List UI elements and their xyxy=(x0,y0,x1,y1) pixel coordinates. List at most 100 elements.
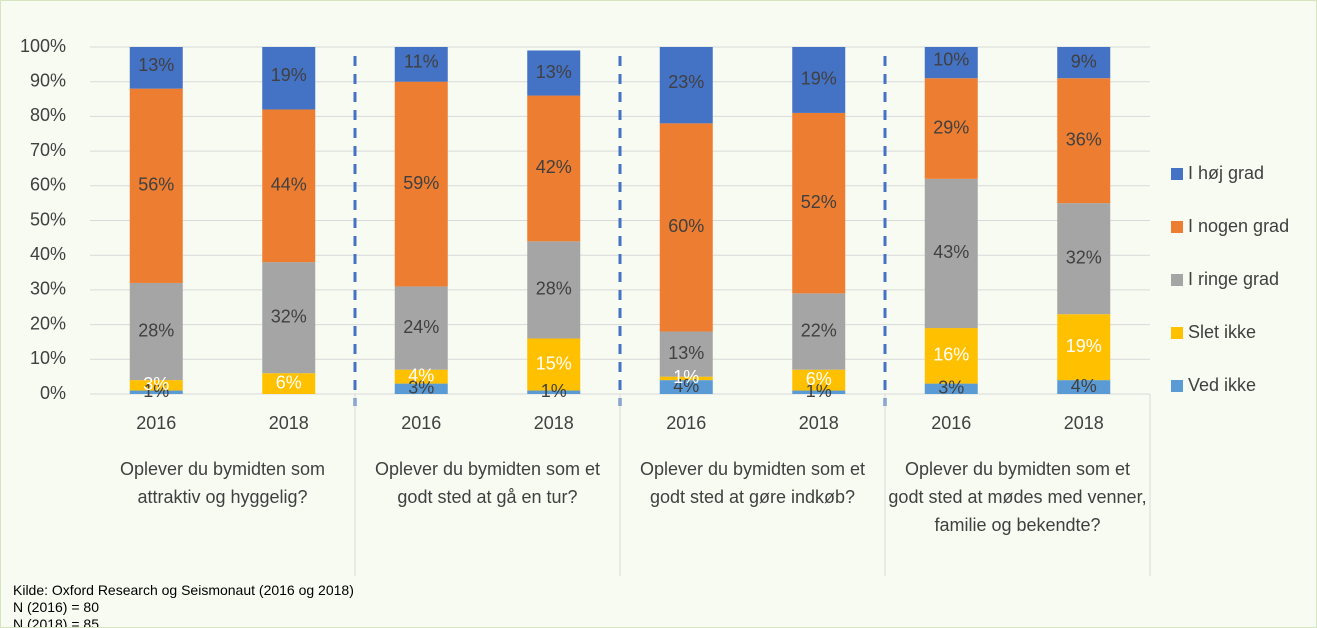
x-tick-label: 2016 xyxy=(666,413,706,433)
bar-segment xyxy=(1057,78,1111,204)
y-tick-label: 40% xyxy=(30,244,66,264)
bar-segment xyxy=(792,47,846,113)
bar-segment xyxy=(659,47,713,124)
data-label: 13% xyxy=(138,55,174,75)
x-tick-label: 2018 xyxy=(269,413,309,433)
bar-segment xyxy=(129,390,183,394)
bar-segment xyxy=(924,47,978,79)
data-label: 22% xyxy=(801,320,837,340)
data-label: 32% xyxy=(1066,247,1102,267)
data-label: 19% xyxy=(801,69,837,89)
data-label: 16% xyxy=(933,345,969,365)
group-label: Oplever du bymidten som et godt sted at … xyxy=(888,459,1147,535)
data-label: 6% xyxy=(276,372,302,392)
group-label: Oplever du bymidten som attraktiv og hyg… xyxy=(119,459,326,507)
data-label: 36% xyxy=(1066,129,1102,149)
bar-segment xyxy=(129,47,183,89)
bar-segment xyxy=(394,369,448,384)
footnote: N (2018) = 85 xyxy=(13,616,99,628)
bar-segment xyxy=(394,47,448,82)
group-label: Oplever du bymidten som et godt sted at … xyxy=(639,459,866,507)
bar-segment xyxy=(1057,314,1111,381)
bar-segment xyxy=(527,390,581,394)
data-label: 19% xyxy=(1066,336,1102,356)
bar-segment xyxy=(394,286,448,370)
data-label: 1% xyxy=(541,381,567,401)
bar-segment xyxy=(527,338,581,391)
bar-segment xyxy=(394,81,448,287)
data-label: 4% xyxy=(1071,376,1097,396)
legend-label: I ringe grad xyxy=(1188,269,1279,289)
bar-segment xyxy=(659,376,713,381)
y-tick-label: 90% xyxy=(30,70,66,90)
data-label: 19% xyxy=(271,65,307,85)
data-label: 9% xyxy=(1071,51,1097,71)
data-label: 3% xyxy=(408,378,434,398)
legend-swatch xyxy=(1171,274,1183,286)
y-tick-label: 100% xyxy=(20,36,66,56)
bar-segment xyxy=(659,380,713,394)
bar-segment xyxy=(262,47,316,110)
bar-segment xyxy=(924,78,978,179)
data-label: 10% xyxy=(933,50,969,70)
x-tick-label: 2018 xyxy=(799,413,839,433)
y-tick-label: 30% xyxy=(30,279,66,299)
data-label: 59% xyxy=(403,173,439,193)
legend-swatch xyxy=(1171,380,1183,392)
bar-segment xyxy=(527,241,581,339)
data-label: 4% xyxy=(673,376,699,396)
data-label: 28% xyxy=(138,320,174,340)
data-label: 28% xyxy=(536,279,572,299)
legend-swatch xyxy=(1171,327,1183,339)
bar-segment xyxy=(527,50,581,96)
data-label: 24% xyxy=(403,317,439,337)
data-label: 44% xyxy=(271,175,307,195)
data-label: 4% xyxy=(408,365,434,385)
data-label: 13% xyxy=(536,62,572,82)
bar-segment xyxy=(792,112,846,294)
bar-segment xyxy=(1057,203,1111,315)
bar-segment xyxy=(129,380,183,391)
legend-swatch xyxy=(1171,168,1183,180)
data-label: 15% xyxy=(536,353,572,373)
x-tick-label: 2016 xyxy=(136,413,176,433)
bar-segment xyxy=(394,383,448,394)
x-tick-label: 2016 xyxy=(931,413,971,433)
x-tick-label: 2018 xyxy=(1064,413,1104,433)
group-label: Oplever du bymidten som et godt sted at … xyxy=(374,459,601,507)
data-label: 6% xyxy=(806,369,832,389)
data-label: 1% xyxy=(143,381,169,401)
data-label: 56% xyxy=(138,175,174,195)
legend-label: I nogen grad xyxy=(1188,216,1289,236)
bar-segment xyxy=(262,109,316,263)
data-label: 29% xyxy=(933,117,969,137)
bar-segment xyxy=(659,123,713,332)
bar-segment xyxy=(792,293,846,370)
data-label: 3% xyxy=(143,374,169,394)
y-tick-label: 10% xyxy=(30,348,66,368)
x-tick-label: 2016 xyxy=(401,413,441,433)
legend-swatch xyxy=(1171,221,1183,233)
bar-segment xyxy=(924,383,978,394)
bar-segment xyxy=(792,390,846,394)
data-label: 52% xyxy=(801,192,837,212)
y-tick-label: 0% xyxy=(40,383,66,403)
bar-segment xyxy=(1057,47,1111,79)
y-tick-label: 70% xyxy=(30,140,66,160)
data-label: 11% xyxy=(404,51,439,71)
y-tick-label: 20% xyxy=(30,313,66,333)
bar-segment xyxy=(924,178,978,329)
bar-segment xyxy=(1057,380,1111,394)
y-tick-label: 50% xyxy=(30,209,66,229)
data-label: 42% xyxy=(536,157,572,177)
bar-segment xyxy=(262,262,316,374)
data-label: 3% xyxy=(938,378,964,398)
y-tick-label: 80% xyxy=(30,105,66,125)
footnote: N (2016) = 80 xyxy=(13,599,99,615)
data-label: 60% xyxy=(668,216,704,236)
bar-segment xyxy=(659,331,713,377)
data-label: 23% xyxy=(668,72,704,92)
bar-segment xyxy=(129,282,183,381)
bar-segment xyxy=(262,373,316,394)
